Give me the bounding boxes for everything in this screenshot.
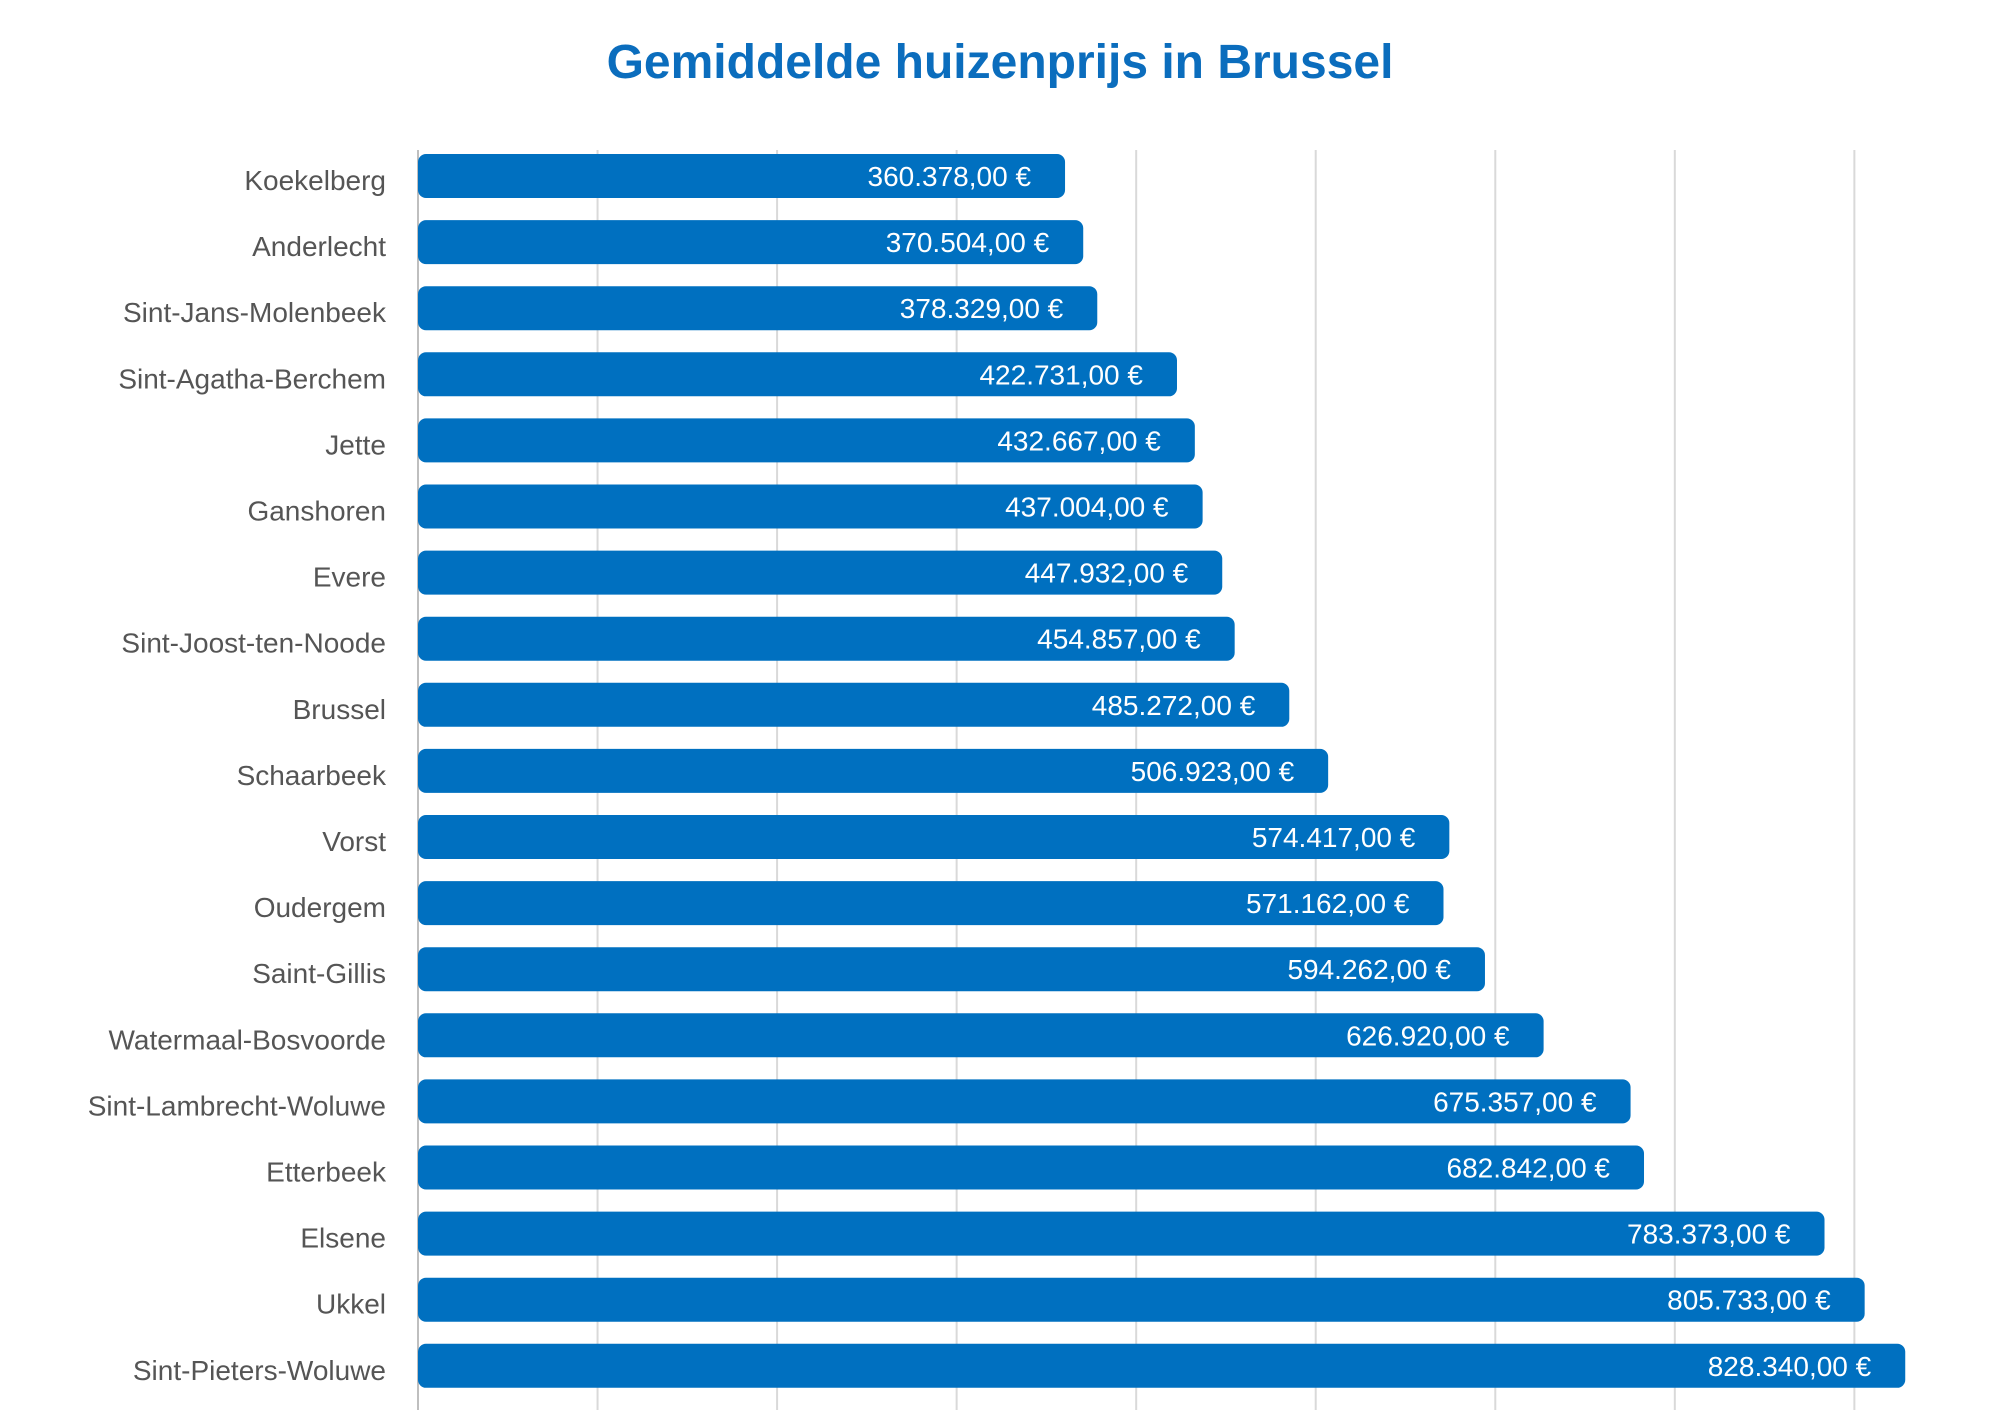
- bar: [418, 881, 1444, 926]
- category-label: Brussel: [293, 694, 386, 725]
- bar: [418, 947, 1485, 992]
- data-label: 594.262,00 €: [1287, 954, 1451, 985]
- data-label: 682.842,00 €: [1447, 1153, 1611, 1184]
- category-label: Sint-Lambrecht-Woluwe: [88, 1090, 386, 1121]
- category-label: Etterbeek: [266, 1157, 387, 1188]
- bar: [418, 220, 1084, 265]
- bar: [418, 682, 1290, 727]
- category-label: Sint-Agatha-Berchem: [118, 363, 386, 394]
- category-label: Ganshoren: [247, 496, 386, 527]
- category-label: Sint-Joost-ten-Noode: [121, 628, 386, 659]
- category-label: Anderlecht: [252, 231, 386, 262]
- category-label: Sint-Jans-Molenbeek: [123, 297, 387, 328]
- category-label: Evere: [313, 562, 386, 593]
- bar: [418, 484, 1203, 529]
- bar: [418, 1343, 1906, 1388]
- data-label: 437.004,00 €: [1005, 492, 1169, 523]
- bar: [418, 748, 1329, 793]
- data-label: 783.373,00 €: [1627, 1219, 1791, 1250]
- bar: [418, 154, 1066, 198]
- category-label: Vorst: [322, 826, 386, 857]
- data-label: 506.923,00 €: [1131, 756, 1295, 787]
- data-label: 370.504,00 €: [886, 227, 1050, 258]
- bar: [418, 418, 1195, 463]
- data-label: 828.340,00 €: [1708, 1351, 1872, 1382]
- bar: [418, 1145, 1645, 1190]
- category-label: Koekelberg: [244, 165, 386, 196]
- bar: [418, 1079, 1631, 1124]
- bar: [418, 1013, 1544, 1058]
- data-label: 574.417,00 €: [1252, 822, 1416, 853]
- category-label: Elsene: [300, 1223, 386, 1254]
- data-label: 675.357,00 €: [1433, 1086, 1597, 1117]
- category-label: Ukkel: [316, 1289, 386, 1320]
- data-label: 805.733,00 €: [1667, 1285, 1831, 1316]
- bar: [418, 1277, 1865, 1322]
- bar: [418, 352, 1177, 397]
- bars: [418, 154, 1906, 1388]
- category-label: Jette: [325, 429, 386, 460]
- data-label: 447.932,00 €: [1025, 558, 1189, 589]
- data-label: 485.272,00 €: [1092, 690, 1256, 721]
- bar: [418, 286, 1098, 331]
- bar: [418, 1211, 1825, 1256]
- category-label: Oudergem: [254, 892, 386, 923]
- category-label: Schaarbeek: [237, 760, 387, 791]
- value-labels: 360.378,00 € 370.504,00 € 378.329,00 € 422.…: [868, 161, 1872, 1382]
- data-label: 454.857,00 €: [1037, 624, 1201, 655]
- bar: [418, 815, 1450, 859]
- data-label: 571.162,00 €: [1246, 888, 1410, 919]
- category-label: Saint-Gillis: [252, 958, 386, 989]
- data-label: 626.920,00 €: [1346, 1020, 1510, 1051]
- data-label: 378.329,00 €: [900, 293, 1064, 324]
- category-label: Watermaal-Bosvoorde: [108, 1024, 386, 1055]
- data-label: 422.731,00 €: [979, 359, 1143, 390]
- data-label: 432.667,00 €: [997, 425, 1161, 456]
- bar: [418, 550, 1223, 595]
- chart-title: Gemiddelde huizenprijs in Brussel: [607, 36, 1394, 89]
- category-label: Sint-Pieters-Woluwe: [133, 1355, 386, 1386]
- bar: [418, 616, 1235, 661]
- category-labels: Koekelberg Anderlecht Sint-Jans-Molenbeek S…: [88, 165, 387, 1386]
- data-label: 360.378,00 €: [868, 161, 1032, 192]
